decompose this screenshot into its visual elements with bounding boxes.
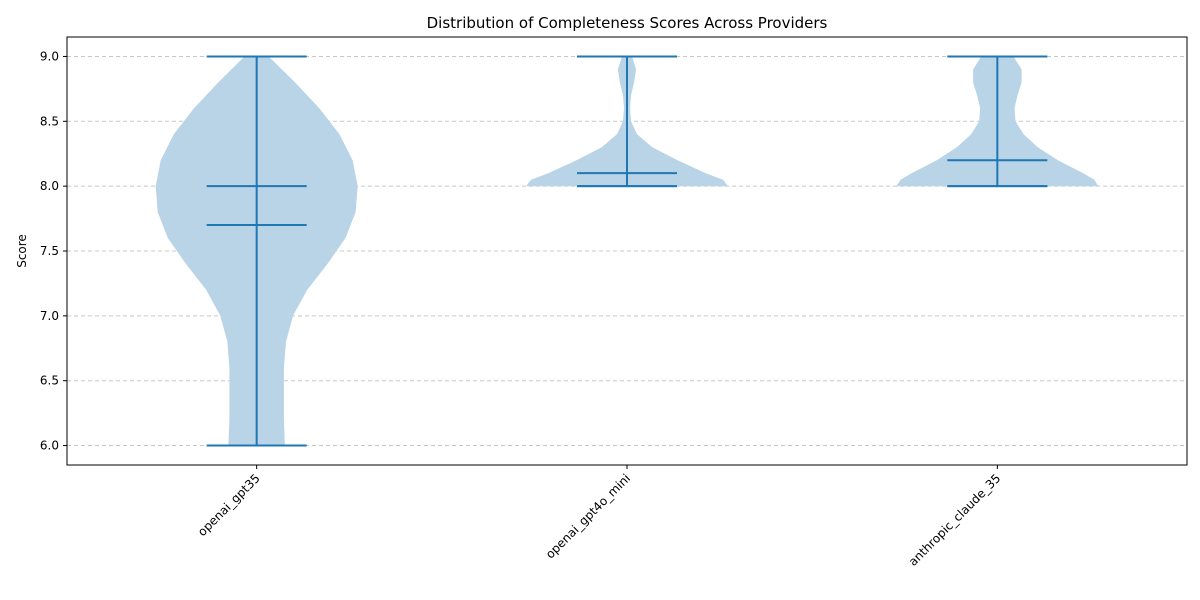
violin-anthropic_claude_35 <box>896 55 1099 188</box>
y-tick-label: 6.0 <box>40 439 59 453</box>
y-ticks: 6.0 6.5 7.0 7.5 8.0 8.5 9.0 <box>40 49 67 453</box>
x-tick-label: anthropic_claude_35 <box>906 471 1004 569</box>
y-tick-label: 8.0 <box>40 179 59 193</box>
y-axis-label: Score <box>15 234 29 268</box>
y-tick-label: 7.0 <box>40 309 59 323</box>
chart-title: Distribution of Completeness Scores Acro… <box>427 14 828 32</box>
x-ticks: openai_gpt35 openai_gpt4o_mini anthropic_c… <box>195 465 1003 569</box>
y-tick-label: 8.5 <box>40 114 59 128</box>
x-tick-label: openai_gpt35 <box>195 471 263 539</box>
y-tick-label: 6.5 <box>40 374 59 388</box>
violin-openai_gpt35 <box>155 55 358 447</box>
violin-openai_gpt4o_mini <box>526 55 728 188</box>
y-tick-label: 7.5 <box>40 244 59 258</box>
y-tick-label: 9.0 <box>40 49 59 63</box>
x-tick-label: openai_gpt4o_mini <box>543 471 633 561</box>
violins <box>155 55 1099 447</box>
